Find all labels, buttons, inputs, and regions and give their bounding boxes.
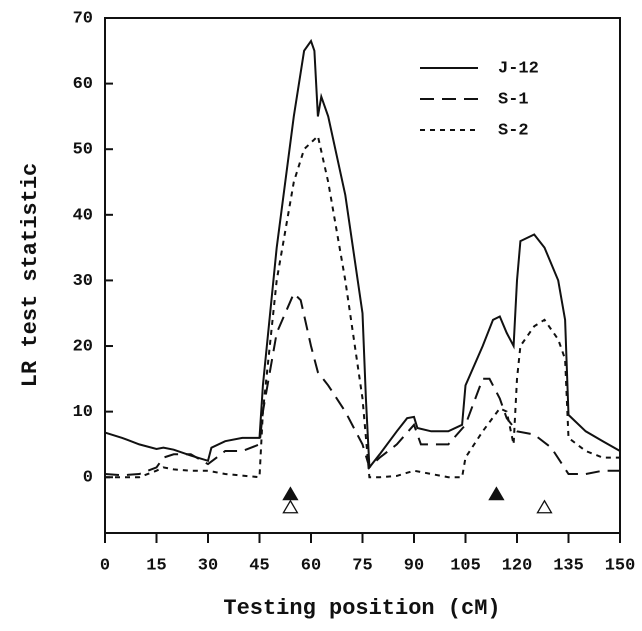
y-tick-label: 40 [73, 206, 93, 225]
legend-label: S-2 [498, 121, 529, 140]
triangle-marker [282, 486, 299, 501]
x-tick-label: 30 [198, 556, 218, 575]
legend-label: J-12 [498, 59, 539, 78]
triangle-marker [282, 499, 299, 514]
y-tick-label: 50 [73, 141, 93, 160]
triangle-marker [536, 499, 553, 514]
x-tick-label: 135 [553, 556, 584, 575]
y-tick-label: 70 [73, 9, 93, 28]
y-tick-label: 20 [73, 338, 93, 357]
x-tick-label: 60 [301, 556, 321, 575]
series-line [104, 291, 620, 477]
x-tick-label: 150 [605, 556, 636, 575]
y-tick-label: 0 [83, 469, 93, 488]
x-tick-label: 15 [146, 556, 166, 575]
x-tick-label: 105 [450, 556, 481, 575]
legend-label: S-1 [498, 90, 529, 109]
x-tick-label: 0 [100, 556, 110, 575]
x-tick-label: 90 [404, 556, 424, 575]
y-tick-label: 60 [73, 75, 93, 94]
y-tick-label: 10 [73, 403, 93, 422]
series-line [104, 38, 621, 471]
x-axis-label: Testing position (cM) [223, 596, 500, 621]
y-axis-label: LR test statistic [18, 163, 43, 387]
plot-frame [104, 17, 621, 534]
x-tick-label: 45 [249, 556, 269, 575]
x-tick-label: 75 [352, 556, 372, 575]
triangle-marker [488, 486, 505, 501]
y-tick-label: 30 [73, 272, 93, 291]
x-tick-label: 120 [502, 556, 533, 575]
series-line [105, 134, 620, 479]
